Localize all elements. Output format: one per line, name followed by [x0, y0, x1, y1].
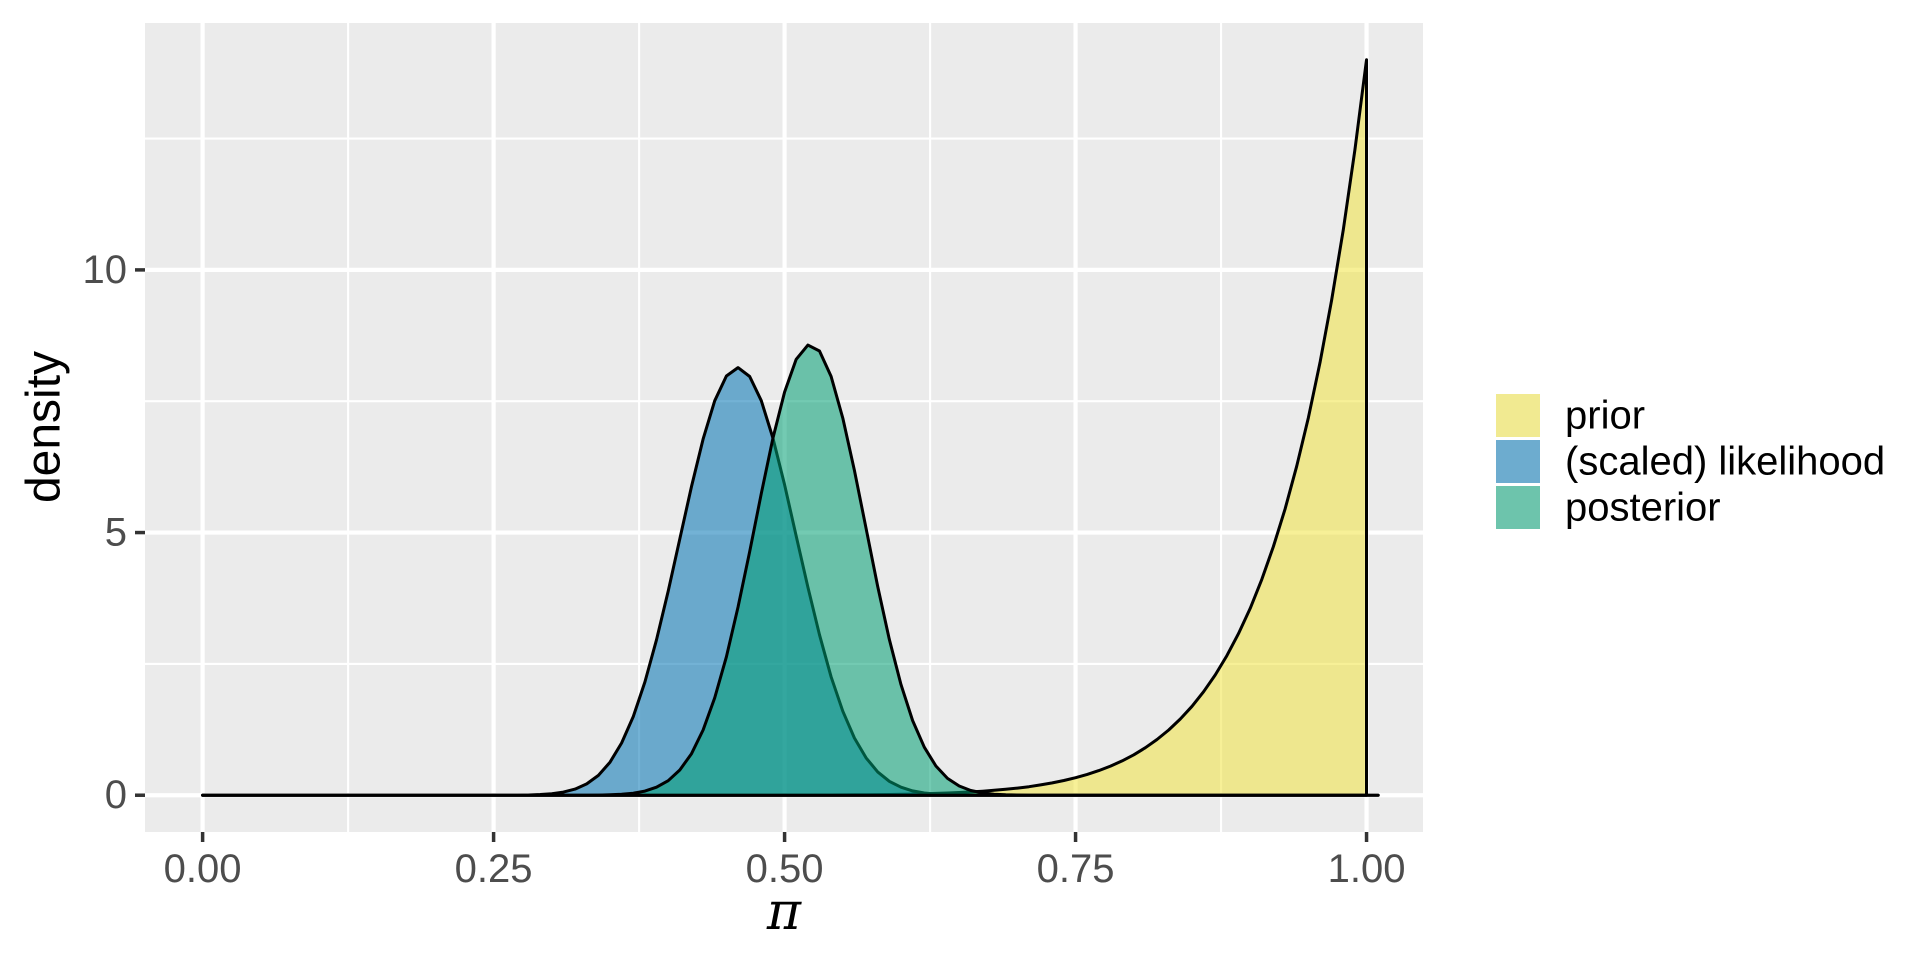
axis-tick-labels: 0.00 0.25 0.50 0.75 1.00 0 5 10	[83, 248, 1406, 891]
legend-label-likelihood: (scaled) likelihood	[1565, 440, 1885, 484]
y-tick-label: 0	[105, 773, 127, 817]
y-tick-label: 10	[83, 248, 128, 292]
legend-swatch-likelihood	[1496, 440, 1540, 483]
legend-swatch-posterior	[1496, 486, 1540, 529]
x-tick-label: 1.00	[1328, 847, 1406, 891]
x-tick-label: 0.25	[455, 847, 533, 891]
x-axis-title: π	[766, 882, 802, 942]
legend-swatch-prior	[1496, 394, 1540, 437]
legend-label-posterior: posterior	[1565, 486, 1721, 530]
legend: prior (scaled) likelihood posterior	[1496, 394, 1885, 530]
density-areas	[201, 58, 1380, 797]
y-tick-label: 5	[105, 511, 127, 555]
x-tick-label: 0.75	[1037, 847, 1115, 891]
axis-ticks	[135, 268, 1369, 842]
legend-label-prior: prior	[1565, 394, 1645, 438]
x-tick-label: 0.00	[164, 847, 242, 891]
y-axis-title: density	[18, 351, 71, 503]
area-posterior	[201, 343, 1380, 797]
x-tick-label: 0.50	[746, 847, 824, 891]
